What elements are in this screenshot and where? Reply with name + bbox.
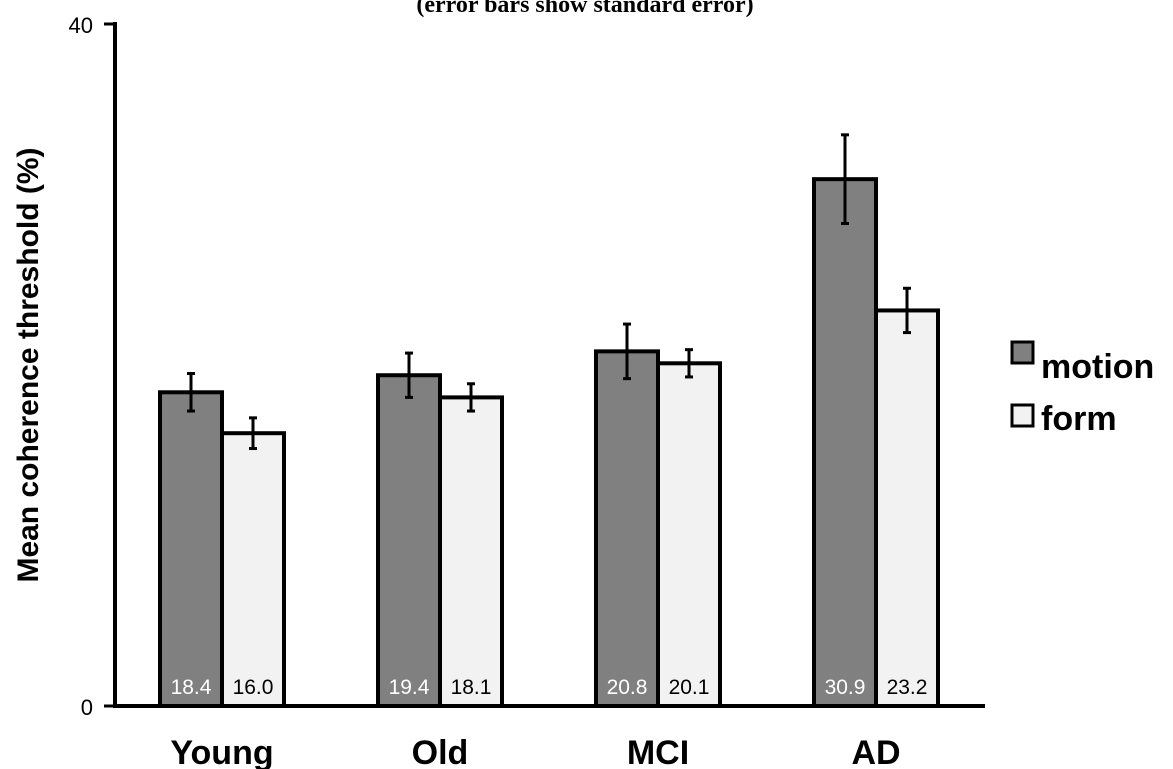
data-label-form-mci: 20.1 xyxy=(669,676,710,699)
error-bar-form-old xyxy=(467,382,475,413)
error-bar-motion-old xyxy=(405,351,413,399)
x-category-label-young: Young xyxy=(170,734,273,769)
data-label-form-young: 16.0 xyxy=(233,676,274,699)
error-bar-form-young xyxy=(249,416,257,451)
bar-motion-old xyxy=(376,373,442,708)
x-category-labels: Young Old MCI AD xyxy=(170,734,900,769)
data-label-motion-ad: 30.9 xyxy=(825,676,866,699)
data-label-form-old: 18.1 xyxy=(451,676,492,699)
data-label-motion-mci: 20.8 xyxy=(607,676,648,699)
bar-form-young xyxy=(220,431,286,708)
data-labels-group: 18.4 16.0 19.4 18.1 20.8 20.1 30.9 23.2 xyxy=(171,676,928,699)
error-bar-form-ad xyxy=(903,286,911,335)
bar-motion-ad xyxy=(812,177,878,708)
y-axis-label: Mean coherence threshold (%) xyxy=(12,147,45,582)
bars-group xyxy=(158,177,940,708)
bar-motion-young xyxy=(158,390,224,708)
error-bar-motion-ad xyxy=(841,133,849,225)
error-bar-motion-young xyxy=(187,372,195,413)
data-label-motion-old: 19.4 xyxy=(389,676,430,699)
bar-form-old xyxy=(438,395,504,708)
legend-swatch-motion xyxy=(1010,340,1035,365)
bar-form-mci xyxy=(656,361,722,708)
error-bars-group xyxy=(187,133,911,451)
legend-label-form: form xyxy=(1041,400,1117,438)
y-tick-label-bottom: 0 xyxy=(81,695,93,720)
chart-subtitle: (error bars show standard error) xyxy=(416,0,753,18)
legend-swatch-form xyxy=(1010,403,1035,428)
x-category-label-mci: MCI xyxy=(627,734,689,769)
error-bar-form-mci xyxy=(685,348,693,379)
error-bar-motion-mci xyxy=(623,322,631,381)
data-label-form-ad: 23.2 xyxy=(887,676,928,699)
bar-motion-mci xyxy=(594,349,660,708)
x-category-label-old: Old xyxy=(412,734,469,769)
x-category-label-ad: AD xyxy=(851,734,900,769)
bar-form-ad xyxy=(874,308,940,708)
legend: motion form xyxy=(1010,340,1154,438)
legend-label-motion: motion xyxy=(1041,348,1154,386)
data-label-motion-young: 18.4 xyxy=(171,676,212,699)
y-tick-label-top: 40 xyxy=(69,13,93,38)
